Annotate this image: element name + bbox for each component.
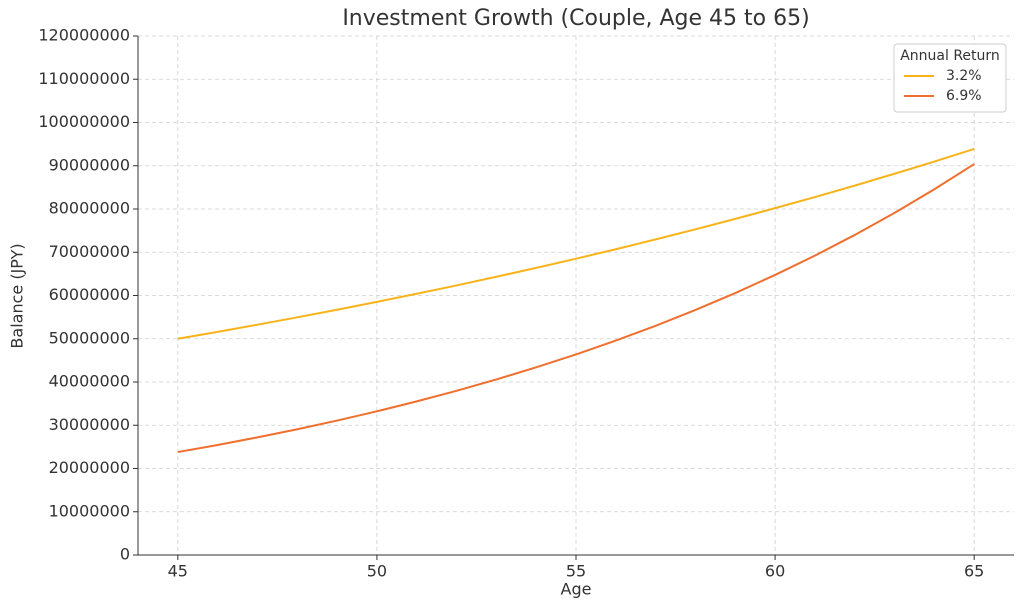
- x-tick-label: 50: [367, 562, 387, 581]
- y-tick-label: 40000000: [49, 372, 130, 391]
- y-tick-label: 60000000: [49, 285, 130, 304]
- y-tick-label: 90000000: [49, 155, 130, 174]
- legend-label: 3.2%: [946, 68, 982, 84]
- y-tick-label: 100000000: [38, 112, 130, 131]
- y-tick-label: 120000000: [38, 26, 130, 45]
- x-tick-label: 65: [964, 562, 984, 581]
- x-tick-label: 45: [168, 562, 188, 581]
- y-tick-label: 20000000: [49, 458, 130, 477]
- y-tick-label: 80000000: [49, 199, 130, 218]
- y-tick-label: 110000000: [38, 69, 130, 88]
- series-line: [177, 163, 975, 454]
- y-tick-label: 30000000: [49, 415, 130, 434]
- y-tick-label: 70000000: [49, 242, 130, 261]
- x-tick-label: 55: [566, 562, 586, 581]
- legend: Annual Return 3.2% 6.9%: [893, 43, 1007, 113]
- legend-label: 6.9%: [946, 88, 982, 104]
- x-tick-label: 60: [765, 562, 785, 581]
- x-axis-label: Age: [561, 580, 592, 599]
- y-tick-label: 50000000: [49, 328, 130, 347]
- series-line: [177, 148, 975, 340]
- chart-title: Investment Growth (Couple, Age 45 to 65): [342, 6, 809, 31]
- y-tick-label: 0: [120, 545, 130, 564]
- legend-title: Annual Return: [900, 48, 1000, 64]
- y-axis-label: Balance (JPY): [8, 243, 27, 348]
- y-tick-label: 10000000: [49, 501, 130, 520]
